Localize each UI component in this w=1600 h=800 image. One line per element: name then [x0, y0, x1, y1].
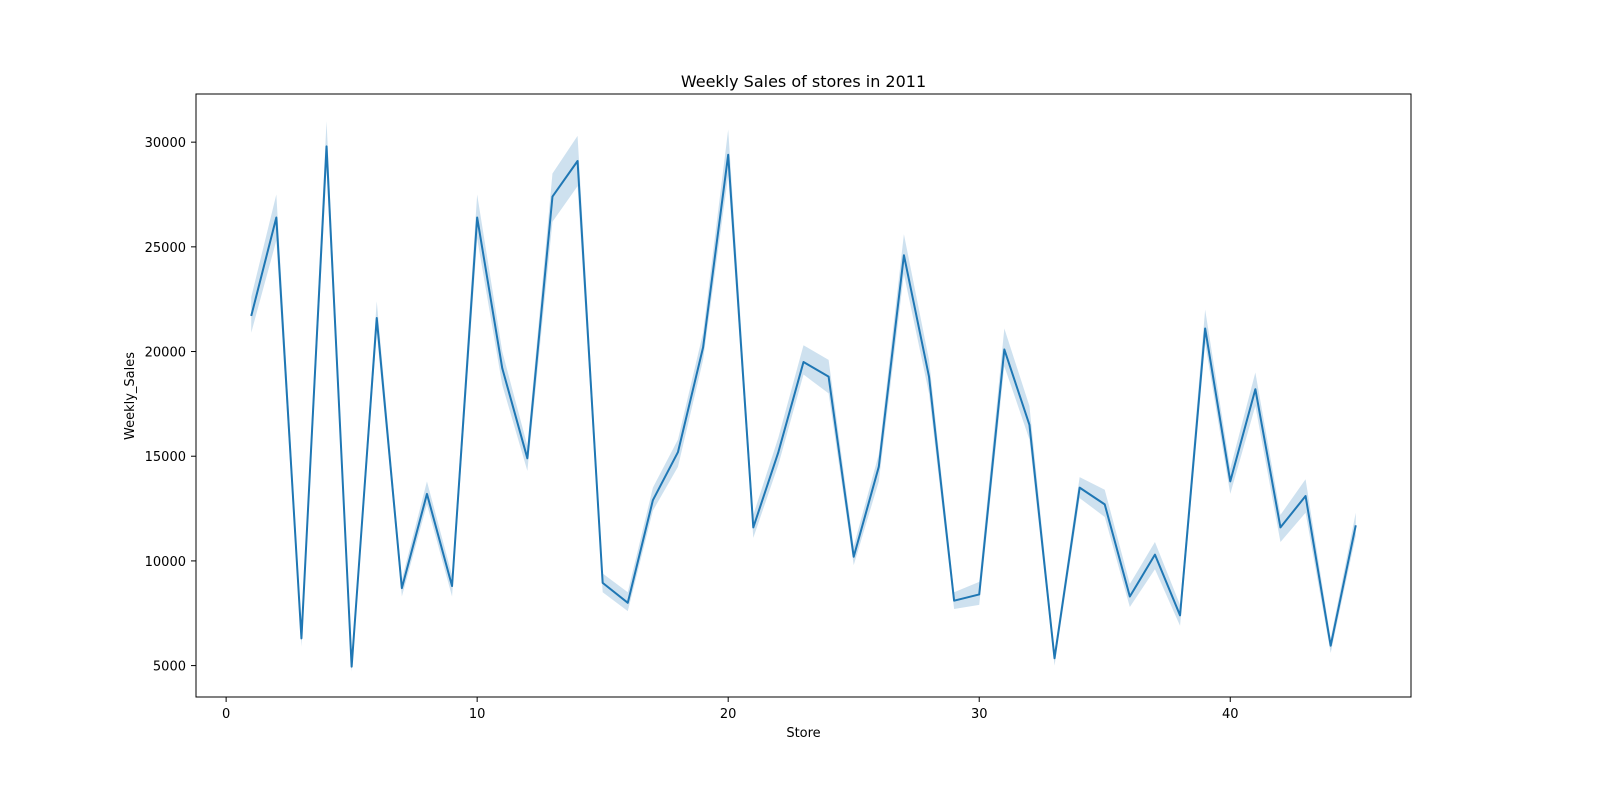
chart-title: Weekly Sales of stores in 2011 [681, 72, 926, 91]
data-point-store-22 [777, 451, 779, 453]
series-confidence-band [251, 121, 1356, 672]
y-axis-label: Weekly_Sales [123, 352, 138, 440]
y-tick-label: 10000 [145, 555, 186, 570]
series-line [250, 145, 1357, 668]
data-point-store-19 [702, 346, 704, 348]
data-point-store-4 [326, 145, 328, 147]
x-tick-label: 40 [1222, 707, 1239, 722]
y-tick-label: 25000 [145, 241, 186, 256]
data-point-store-44 [1330, 645, 1332, 647]
plot-area [250, 121, 1357, 672]
x-axis: 0 10 20 30 40 [222, 697, 1239, 722]
data-point-store-27 [903, 254, 905, 256]
data-point-store-17 [652, 499, 654, 501]
data-point-store-20 [727, 154, 729, 156]
data-point-store-10 [476, 217, 478, 219]
data-point-store-11 [501, 367, 503, 369]
data-point-store-39 [1204, 328, 1206, 330]
data-point-store-15 [602, 582, 604, 584]
data-point-store-37 [1154, 554, 1156, 556]
y-tick-label: 5000 [153, 660, 186, 675]
data-point-store-7 [401, 587, 403, 589]
data-point-store-45 [1355, 524, 1357, 526]
data-point-store-9 [451, 585, 453, 587]
data-point-store-40 [1229, 480, 1231, 482]
data-point-store-21 [752, 526, 754, 528]
data-point-store-18 [677, 451, 679, 453]
data-point-store-38 [1179, 614, 1181, 616]
data-point-store-5 [351, 666, 353, 668]
data-point-store-29 [953, 600, 955, 602]
data-point-store-41 [1254, 388, 1256, 390]
data-point-store-28 [928, 376, 930, 378]
data-point-store-8 [426, 493, 428, 495]
y-tick-label: 30000 [145, 136, 186, 151]
data-point-store-23 [803, 361, 805, 363]
y-tick-label: 20000 [145, 346, 186, 361]
x-tick-label: 10 [469, 707, 486, 722]
y-axis: 5000 10000 15000 20000 25000 30000 [145, 136, 196, 675]
data-point-store-13 [551, 196, 553, 198]
data-point-store-26 [878, 466, 880, 468]
data-point-store-33 [1054, 657, 1056, 659]
data-point-store-3 [300, 637, 302, 639]
x-tick-label: 30 [971, 707, 988, 722]
data-point-store-12 [526, 457, 528, 459]
data-point-store-34 [1079, 487, 1081, 489]
x-tick-label: 0 [222, 707, 230, 722]
data-point-store-31 [1003, 348, 1005, 350]
data-point-store-14 [577, 160, 579, 162]
data-point-store-1 [250, 315, 252, 317]
plot-frame [195, 93, 1412, 698]
data-point-store-16 [627, 602, 629, 604]
data-point-store-2 [275, 217, 277, 219]
data-point-store-24 [828, 376, 830, 378]
data-point-store-32 [1028, 424, 1030, 426]
x-tick-label: 20 [720, 707, 737, 722]
data-point-store-43 [1305, 495, 1307, 497]
data-point-store-30 [978, 593, 980, 595]
data-point-store-25 [853, 556, 855, 558]
data-point-store-36 [1129, 596, 1131, 598]
y-tick-label: 15000 [145, 450, 186, 465]
data-point-store-35 [1104, 503, 1106, 505]
data-point-store-42 [1279, 526, 1281, 528]
data-point-store-6 [376, 317, 378, 319]
x-axis-label: Store [786, 726, 820, 741]
